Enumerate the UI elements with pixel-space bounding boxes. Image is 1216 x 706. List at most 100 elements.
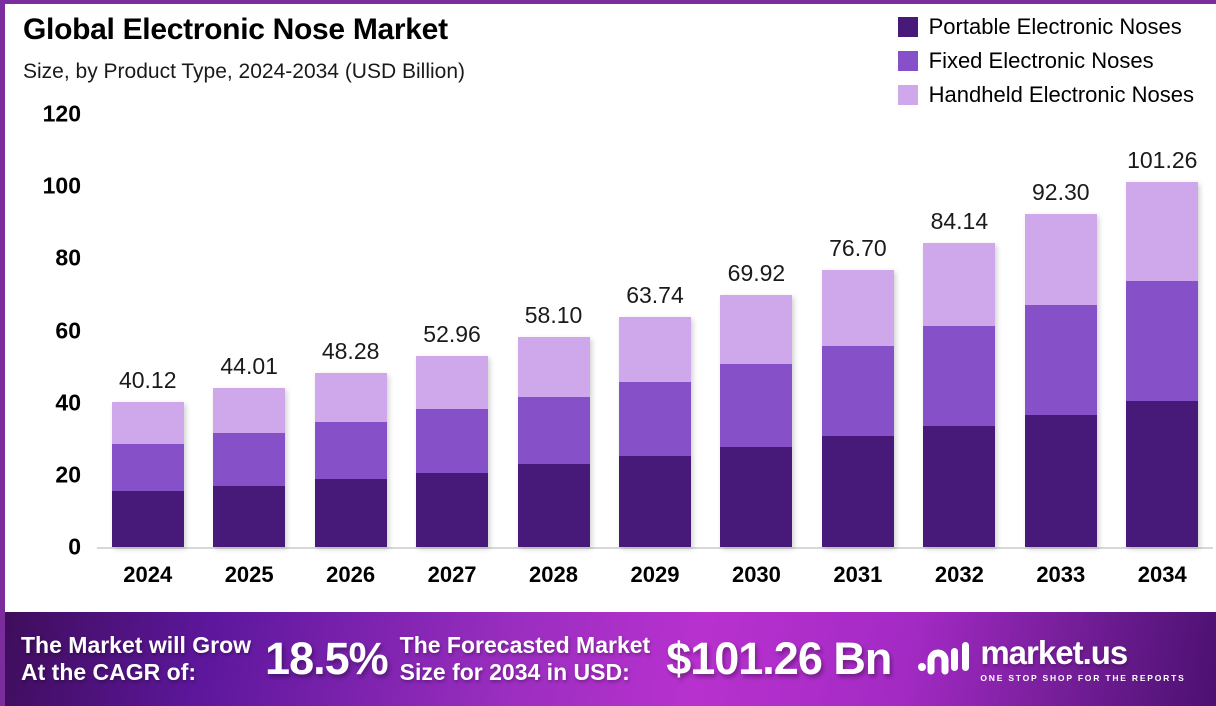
bar-segment[interactable] — [416, 409, 489, 473]
bar-column[interactable]: 52.96 — [416, 114, 489, 547]
legend-item[interactable]: Fixed Electronic Noses — [897, 44, 1194, 78]
logo-tagline: ONE STOP SHOP FOR THE REPORTS — [980, 672, 1186, 683]
y-axis-tick: 100 — [42, 172, 81, 199]
bar-column[interactable]: 101.26 — [1126, 114, 1199, 547]
bar-column[interactable]: 63.74 — [618, 114, 691, 547]
page-title: Global Electronic Nose Market — [23, 13, 448, 46]
bar-segment[interactable] — [1024, 213, 1097, 305]
bar-value-label: 101.26 — [1127, 146, 1198, 173]
cagr-value: 18.5% — [265, 633, 389, 684]
bar-value-label: 48.28 — [321, 337, 380, 364]
bar-segment[interactable] — [1024, 414, 1097, 547]
x-axis-label: 2028 — [529, 562, 578, 587]
x-axis-label: 2025 — [224, 562, 274, 587]
y-axis-tick: 80 — [55, 244, 81, 271]
bar-segment[interactable] — [618, 381, 691, 456]
logo-text: market.us ONE STOP SHOP FOR THE REPORTS — [980, 636, 1185, 683]
market-us-logo[interactable]: market.us ONE STOP SHOP FOR THE REPORTS — [917, 636, 1185, 683]
legend-item[interactable]: Portable Electronic Noses — [897, 10, 1194, 44]
bar-segment[interactable] — [618, 317, 691, 382]
bar-value-label: 84.14 — [930, 208, 989, 235]
legend-label: Fixed Electronic Noses — [928, 48, 1154, 73]
bar-stack[interactable] — [1126, 181, 1199, 547]
bar-stack[interactable] — [720, 294, 793, 547]
bar-column[interactable]: 40.12 — [111, 114, 184, 547]
x-axis-label: 2029 — [630, 562, 680, 587]
bar-segment[interactable] — [1126, 181, 1199, 282]
bar-stack[interactable] — [517, 337, 590, 547]
bar-segment[interactable] — [517, 396, 590, 464]
footer-banner: The Market will Grow At the CAGR of: 18.… — [5, 612, 1216, 706]
bar-stack[interactable] — [213, 388, 286, 547]
bar-column[interactable]: 58.10 — [517, 114, 590, 547]
y-axis: 0 20 40 60 80 100 120 — [5, 101, 91, 560]
legend-label: Portable Electronic Noses — [928, 14, 1182, 39]
plot-area: 0 20 40 60 80 100 120 40.12 44.01 48.28 52.96 58.1… — [5, 101, 1216, 614]
bar-segment[interactable] — [821, 270, 894, 347]
bar-value-label: 44.01 — [220, 353, 278, 380]
bar-column[interactable]: 84.14 — [923, 114, 996, 547]
cagr-label-line1: The Market will Grow — [21, 631, 252, 658]
bar-segment[interactable] — [111, 402, 184, 444]
y-axis-tick: 0 — [68, 533, 81, 560]
legend-item[interactable]: Handheld Electronic Noses — [897, 78, 1194, 112]
bar-segment[interactable] — [720, 446, 793, 547]
forecast-label-line1: The Forecasted Market — [399, 631, 651, 658]
bar-segment[interactable] — [821, 346, 894, 436]
bar-segment[interactable] — [416, 355, 489, 410]
x-axis-label: 2031 — [833, 562, 883, 587]
bar-segment[interactable] — [213, 432, 286, 486]
bar-column[interactable]: 92.30 — [1024, 114, 1097, 547]
bar-value-label: 76.70 — [829, 235, 887, 262]
y-axis-tick: 60 — [55, 317, 81, 343]
bar-stack[interactable] — [923, 243, 996, 547]
bar-segment[interactable] — [314, 421, 387, 480]
bar-segment[interactable] — [314, 479, 387, 547]
forecast-value: $101.26 Bn — [666, 633, 892, 684]
bar-segment[interactable] — [314, 372, 387, 422]
x-axis-label: 2030 — [731, 562, 781, 587]
bar-segment[interactable] — [213, 388, 286, 433]
bar-value-label: 40.12 — [118, 367, 177, 394]
bar-segment[interactable] — [923, 326, 996, 426]
bar-stack[interactable] — [111, 402, 184, 547]
x-axis-label: 2033 — [1036, 562, 1086, 587]
bar-segment[interactable] — [720, 294, 793, 365]
bar-segment[interactable] — [821, 435, 894, 547]
bar-value-label: 63.74 — [626, 282, 684, 309]
bar-segment[interactable] — [517, 463, 590, 547]
bar-segment[interactable] — [111, 444, 184, 492]
bar-value-label: 92.30 — [1032, 178, 1090, 205]
bar-column[interactable]: 76.70 — [821, 114, 894, 547]
y-axis-tick: 120 — [42, 100, 81, 127]
bar-segment[interactable] — [1126, 281, 1199, 402]
bar-stack[interactable] — [1024, 213, 1097, 547]
bar-stack[interactable] — [416, 355, 489, 547]
x-axis: 2024 2025 2026 2027 2028 2029 2030 2031 2032 2033… — [97, 562, 1213, 588]
bar-segment[interactable] — [416, 472, 489, 547]
bar-segment[interactable] — [618, 455, 691, 547]
axis-baseline — [97, 547, 1213, 549]
bar-segment[interactable] — [1126, 401, 1199, 547]
legend-swatch-icon — [897, 17, 918, 37]
bar-group: 40.12 44.01 48.28 52.96 58.10 63.74 69.92 76.70… — [97, 114, 1213, 547]
bar-value-label: 69.92 — [727, 259, 786, 286]
chart-legend: Portable Electronic Noses Fixed Electroni… — [897, 10, 1194, 112]
x-axis-label: 2027 — [427, 562, 477, 587]
bar-segment[interactable] — [517, 337, 590, 397]
bar-segment[interactable] — [213, 485, 286, 547]
bar-segment[interactable] — [1024, 304, 1097, 415]
bar-stack[interactable] — [821, 270, 894, 547]
bar-segment[interactable] — [923, 425, 996, 547]
bar-segment[interactable] — [923, 243, 996, 327]
bar-stack[interactable] — [618, 317, 691, 547]
bar-column[interactable]: 44.01 — [213, 114, 286, 547]
bar-column[interactable]: 69.92 — [720, 114, 793, 547]
cagr-label-line2: At the CAGR of: — [21, 659, 197, 685]
bar-segment[interactable] — [720, 364, 793, 447]
bar-segment[interactable] — [111, 491, 184, 547]
bar-column[interactable]: 48.28 — [314, 114, 387, 547]
forecast-label-line2: Size for 2034 in USD: — [399, 659, 630, 685]
x-axis-label: 2032 — [934, 562, 984, 587]
bar-stack[interactable] — [314, 372, 387, 547]
